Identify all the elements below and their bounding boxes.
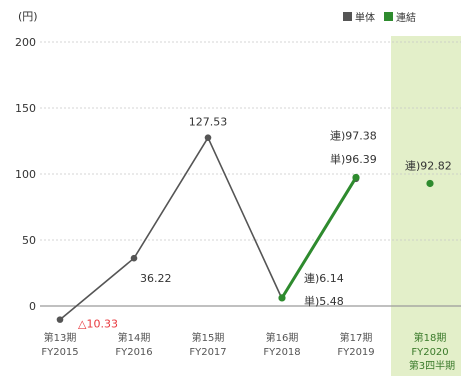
- data-label-fy2016: 36.22: [140, 272, 172, 285]
- x-tick-period-2: 第15期: [192, 331, 225, 344]
- x-tick-period-4: 第17期: [340, 331, 373, 344]
- legend-swatch-standalone: [343, 12, 352, 21]
- gridlines: [40, 41, 461, 307]
- x-tick-fy-1: FY2016: [115, 347, 152, 358]
- data-label-fy2015: △10.33: [78, 318, 118, 331]
- data-label-fy2019-standalone: 単)96.39: [330, 152, 377, 166]
- series-consolidated-segment-3: [280, 175, 358, 300]
- data-label-fy2018-consolidated: 連)6.14: [304, 271, 344, 285]
- x-tick-period-1: 第14期: [118, 331, 151, 344]
- series-layer: [56, 134, 434, 323]
- x-tick-fy-5: FY2020: [411, 347, 448, 358]
- y-axis-ticks: 0 50 100 150 200: [15, 36, 36, 313]
- legend-label-standalone: 単体: [355, 11, 375, 24]
- data-label-fy2018-standalone: 単)5.48: [304, 294, 344, 308]
- series-consolidated-point-4: [352, 173, 360, 182]
- x-tick-period-0: 第13期: [44, 331, 77, 344]
- x-tick-period-3: 第16期: [266, 331, 299, 344]
- series-standalone-segment-2: [207, 136, 283, 300]
- y-tick-label-50: 50: [22, 234, 36, 247]
- background-layer: [391, 36, 461, 376]
- x-tick-fy-2: FY2017: [189, 347, 226, 358]
- x-tick-note-5: 第3四半期: [409, 359, 455, 372]
- series-standalone-point-0: [56, 316, 64, 323]
- x-tick-fy-3: FY2018: [263, 347, 300, 358]
- unit-label: (円): [18, 10, 38, 23]
- data-label-fy2020-consolidated: 連)92.82: [405, 158, 452, 172]
- y-tick-label-150: 150: [15, 102, 36, 115]
- x-tick-fy-0: FY2015: [41, 347, 78, 358]
- series-standalone-point-2: [204, 134, 212, 141]
- data-label-fy2019-consolidated: 連)97.38: [330, 128, 377, 142]
- data-label-fy2017: 127.53: [189, 116, 228, 129]
- series-standalone-segment-1: [133, 136, 209, 259]
- x-tick-period-5: 第18期: [414, 331, 447, 344]
- legend-label-consolidated: 連結: [396, 11, 416, 24]
- legend-swatch-consolidated: [384, 12, 393, 21]
- x-axis-ticks: 第13期 FY2015 第14期 FY2016 第15期 FY2017 第16期 FY2018…: [41, 331, 455, 372]
- y-tick-label-0: 0: [29, 300, 36, 313]
- forecast-highlight-band: [391, 36, 461, 376]
- y-tick-label-100: 100: [15, 168, 36, 181]
- series-consolidated-point-5: [426, 179, 434, 188]
- data-labels: △10.33 36.22 127.53 連)6.14 単)5.48 連)97.38 単)96…: [78, 116, 452, 331]
- series-standalone-point-1: [130, 254, 138, 262]
- series-consolidated-point-3: [278, 294, 286, 302]
- series-standalone-segment-0: [59, 257, 135, 321]
- y-tick-label-200: 200: [15, 36, 36, 49]
- x-tick-fy-4: FY2019: [337, 347, 374, 358]
- legend: 単体 連結: [343, 11, 416, 24]
